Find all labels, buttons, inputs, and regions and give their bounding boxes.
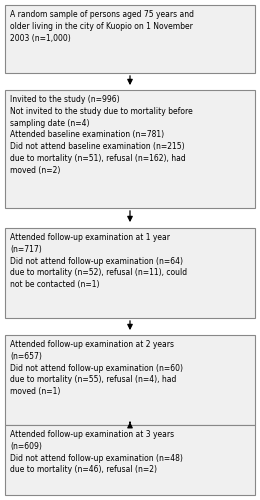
Bar [5,90,255,208]
Bar [5,335,255,425]
Bar [5,228,255,318]
Bar [5,425,255,495]
Text: Invited to the study (n=996)
Not invited to the study due to mortality before
sa: Invited to the study (n=996) Not invited… [10,95,193,175]
Bar [5,5,255,73]
Text: Attended follow-up examination at 2 years
(n=657)
Did not attend follow-up exami: Attended follow-up examination at 2 year… [10,340,183,396]
Text: Attended follow-up examination at 1 year
(n=717)
Did not attend follow-up examin: Attended follow-up examination at 1 year… [10,233,187,289]
Text: A random sample of persons aged 75 years and
older living in the city of Kuopio : A random sample of persons aged 75 years… [10,10,194,42]
Text: Attended follow-up examination at 3 years
(n=609)
Did not attend follow-up exami: Attended follow-up examination at 3 year… [10,430,183,474]
